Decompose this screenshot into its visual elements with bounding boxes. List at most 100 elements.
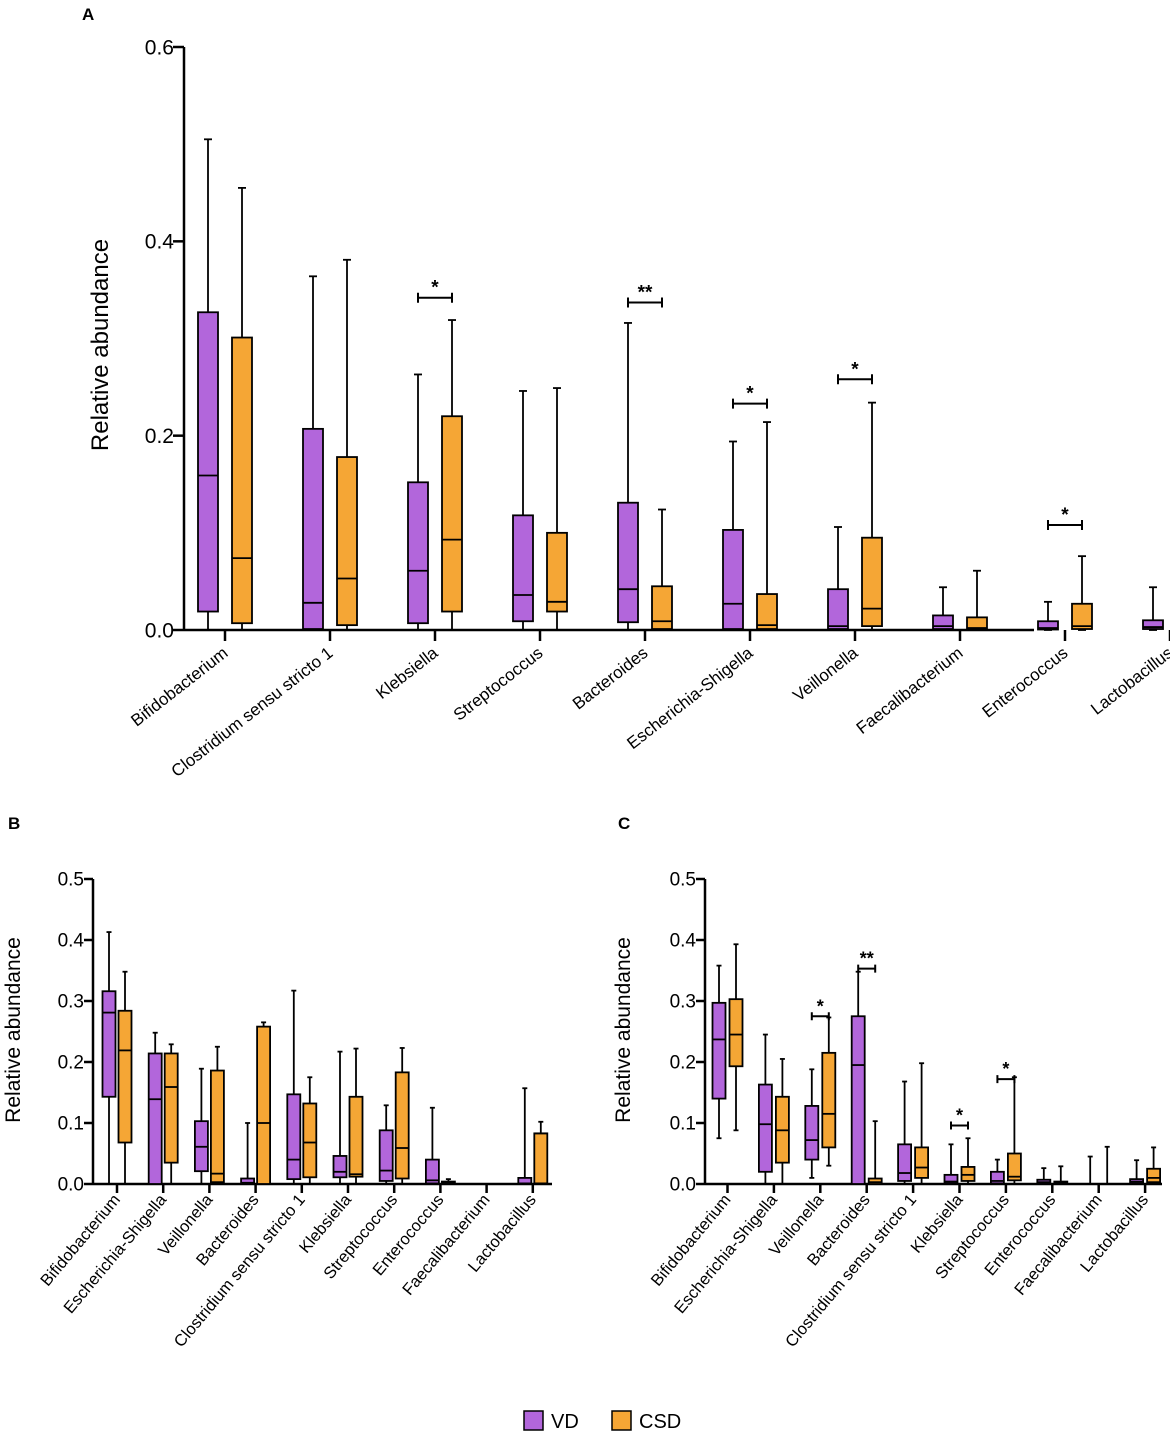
panel-b-vd-clostridium-sensu-stricto-1-box (286, 1093, 302, 1181)
panel-c-y-tick-label: 0.0 (670, 1175, 696, 1196)
panel-a-significance-klebsiella-label: * (431, 278, 439, 299)
panel-a-significance-enterococcus-bracket (1047, 520, 1083, 531)
panel-a-csd-clostridium-sensu-stricto-1-box (336, 456, 358, 627)
panel-a-csd-streptococcus-box (546, 531, 568, 613)
panel-c-csd-veillonella-box (821, 1051, 837, 1149)
panel-c-csd-lactobacillus-box (1146, 1167, 1161, 1184)
panel-a-significance-veillonella-label: * (851, 359, 859, 380)
panel-b-letter: B (8, 814, 20, 833)
panel-a-csd-bifidobacterium-box (231, 336, 253, 625)
panel-a-csd-veillonella-box (861, 536, 883, 628)
panel-b-csd-clostridium-sensu-stricto-1-box (302, 1102, 318, 1179)
panel-c-vd-veillonella-box (804, 1105, 820, 1161)
panel-c-significance-klebsiella-bracket (950, 1121, 969, 1130)
panel-a-category-label-lactobacillus: Lactobacillus (1087, 643, 1170, 718)
panel-c-significance-streptococcus-bracket (996, 1075, 1016, 1084)
panel-c-y-tick-label: 0.5 (670, 870, 696, 891)
panel-a-y-tick-label: 0.0 (145, 619, 174, 642)
panel-c-vd-streptococcus-box (990, 1170, 1005, 1185)
panel-a-y-axis-label: Relative abundance (87, 239, 114, 451)
panel-c-vd-clostridium-sensu-stricto-1-box (897, 1143, 912, 1182)
panel-b-y-tick-label: 0.2 (58, 1053, 84, 1074)
panel-a-category-label-faecalibacterium: Faecalibacterium (853, 643, 967, 738)
panel-c-csd-bacteroides-box (867, 1177, 883, 1185)
panel-b-csd-escherichia-shigella-box (163, 1052, 179, 1164)
panel-b-y-tick-label: 0.1 (58, 1114, 84, 1135)
panel-a-csd-bacteroides-box (651, 585, 673, 630)
legend: VD CSD (523, 1410, 681, 1433)
panel-a-letter: A (82, 5, 94, 24)
panel-b-csd-bifidobacterium-box (117, 1009, 133, 1144)
panel-c-csd-klebsiella-box (960, 1166, 976, 1182)
panel-a-vd-streptococcus-box (512, 514, 534, 623)
panel-a-y-tick-label: 0.2 (145, 425, 174, 448)
panel-c-csd-streptococcus-box (1007, 1152, 1022, 1182)
panel-b-category-label-bifidobacterium: Bifidobacterium (37, 1191, 124, 1290)
panel-a-y-tick-label: 0.4 (145, 231, 175, 254)
panel-a-significance-veillonella-bracket (837, 374, 873, 385)
panel-a-vd-escherichia-shigella-box (722, 529, 744, 630)
panel-c-significance-veillonella-label: * (817, 996, 824, 1016)
panel-c-vd-klebsiella-box (943, 1173, 959, 1185)
panel-c-csd-clostridium-sensu-stricto-1-box (914, 1146, 929, 1179)
legend-label-csd: CSD (639, 1411, 681, 1433)
panel-c-vd-bifidobacterium-box (711, 1001, 727, 1100)
panel-a-vd-bifidobacterium-box (197, 311, 219, 613)
panel-b-y-tick-label: 0.5 (58, 870, 84, 891)
panel-a-significance-bacteroides-label: ** (638, 283, 653, 304)
panel-b-vd-bifidobacterium-box (101, 990, 117, 1098)
panel-a-vd-lactobacillus-box (1142, 619, 1164, 630)
panel-b-vd-streptococcus-box (378, 1129, 394, 1182)
panel-a-y-tick-label: 0.6 (145, 36, 174, 59)
panel-c-letter: C (618, 814, 630, 833)
panel-b-category-label-faecalibacterium: Faecalibacterium (399, 1191, 494, 1299)
panel-c-y-tick-label: 0.1 (670, 1114, 696, 1135)
panel-c-vd-bacteroides-box (850, 1015, 866, 1185)
panel-c-category-label-faecalibacterium: Faecalibacterium (1011, 1191, 1106, 1299)
panel-c-y-tick-label: 0.4 (670, 931, 697, 952)
panel-a-csd-escherichia-shigella-box (756, 593, 778, 630)
panel-b-csd-veillonella-box (209, 1069, 225, 1184)
panel-b-vd-enterococcus-box (424, 1158, 440, 1185)
panel-c-significance-klebsiella-label: * (956, 1105, 963, 1125)
panel-b-y-tick-label: 0.0 (58, 1175, 84, 1196)
panel-a-csd-klebsiella-box (441, 415, 463, 613)
panel-c-category-label-bifidobacterium: Bifidobacterium (648, 1191, 735, 1290)
panel-a: A Relative abundance 0.0 0.2 0.4 0.6 Bifidob… (82, 5, 1170, 781)
panel-a-significance-escherichia-shigella-bracket (732, 398, 768, 409)
panel-a-category-label-bifidobacterium: Bifidobacterium (127, 643, 231, 730)
panel-c-significance-veillonella-bracket (810, 1012, 830, 1021)
panel-a-significance-klebsiella-bracket (417, 292, 453, 303)
panel-a-significance-escherichia-shigella-label: * (746, 384, 754, 405)
panel-b-vd-klebsiella-box (332, 1155, 348, 1179)
panel-c-vd-escherichia-shigella-box (758, 1083, 773, 1173)
legend-swatch-csd (611, 1410, 632, 1431)
panel-a-vd-bacteroides-box (617, 501, 639, 624)
legend-swatch-vd (523, 1410, 544, 1431)
panel-a-vd-clostridium-sensu-stricto-1-box (302, 427, 324, 630)
panel-c-y-axis-label: Relative abundance (612, 937, 635, 1123)
legend-label-vd: VD (551, 1411, 579, 1433)
panel-c-plot: 0.00.10.20.30.40.5BifidobacteriumEscheri… (648, 870, 1162, 1351)
panel-a-vd-veillonella-box (827, 588, 849, 630)
panel-a-category-label-veillonella: Veillonella (789, 643, 861, 705)
panel-c-y-tick-label: 0.2 (670, 1053, 696, 1074)
panel-b-y-axis-label: Relative abundance (2, 937, 25, 1123)
panel-b-csd-klebsiella-box (348, 1095, 364, 1178)
panel-a-category-label-bacteroides: Bacteroides (569, 643, 651, 713)
panel-a-category-label-enterococcus: Enterococcus (979, 643, 1072, 721)
panel-c: C Relative abundance 0.0 0.1 0.2 0.3 0.4 0.5 B… (612, 814, 1162, 1351)
panel-b-y-tick-label: 0.4 (58, 931, 85, 952)
panel-b-csd-streptococcus-box (394, 1071, 410, 1180)
panel-a-category-label-streptococcus: Streptococcus (450, 643, 547, 724)
panel-b-csd-bacteroides-box (256, 1025, 272, 1185)
panel-a-category-label-klebsiella: Klebsiella (372, 643, 441, 703)
panel-a-significance-bacteroides-bracket (627, 297, 663, 308)
panel-b: B Relative abundance 0.0 0.1 0.2 0.3 0.4 0.5 B… (2, 814, 552, 1351)
panel-c-significance-streptococcus-label: * (1002, 1059, 1009, 1079)
panel-c-y-tick-label: 0.3 (670, 992, 696, 1013)
panel-c-significance-bacteroides-label: ** (860, 949, 874, 969)
panel-b-csd-lactobacillus-box (533, 1132, 549, 1185)
